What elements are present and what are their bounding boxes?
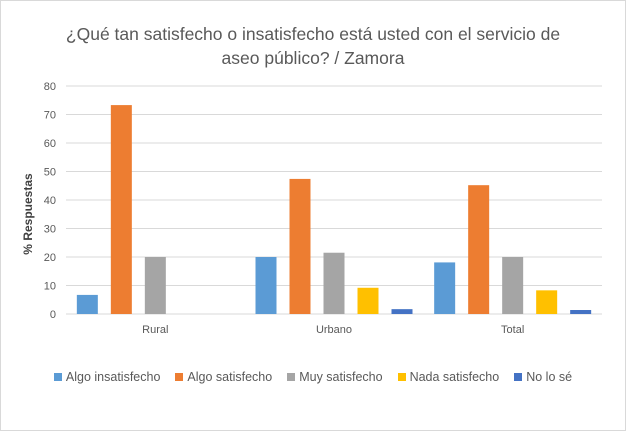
bar (468, 185, 490, 314)
bar (434, 262, 456, 314)
y-tick-label: 60 (44, 138, 56, 150)
bar (255, 257, 277, 314)
chart-title-line-2: aseo público? / Zamora (221, 48, 405, 68)
legend-item: Muy satisfecho (287, 370, 383, 384)
bar (323, 252, 345, 314)
bar (110, 105, 132, 314)
bar (570, 310, 592, 314)
bar (357, 287, 379, 314)
chart-title-line-1: ¿Qué tan satisfecho o insatisfecho está … (65, 24, 561, 44)
legend-label: Algo satisfecho (187, 370, 273, 384)
y-tick-label: 70 (44, 110, 56, 122)
legend-label: No lo sé (526, 370, 573, 384)
legend-label: Algo insatisfecho (65, 370, 161, 384)
bar (144, 257, 166, 314)
chart-legend: Algo insatisfecho Algo satisfecho Muy sati… (0, 370, 626, 384)
y-tick-label: 30 (44, 224, 56, 236)
legend-label: Nada satisfecho (409, 370, 500, 384)
legend-swatch (53, 373, 62, 381)
legend-label: Muy satisfecho (299, 370, 383, 384)
legend-item: Algo satisfecho (175, 370, 272, 384)
legend-swatch (397, 373, 406, 381)
y-tick-label: 10 (44, 281, 56, 293)
legend-swatch (287, 373, 296, 381)
legend-swatch (175, 373, 184, 381)
bar (391, 309, 413, 314)
legend-item: Nada satisfecho (397, 370, 500, 384)
legend-swatch (514, 373, 523, 381)
bar (502, 257, 524, 314)
bar (76, 294, 98, 314)
bar (536, 290, 558, 314)
y-tick-label: 0 (50, 309, 56, 321)
bar (289, 178, 311, 314)
y-tick-label: 20 (44, 252, 56, 264)
chart-title: ¿Qué tan satisfecho o insatisfecho está … (40, 22, 586, 70)
x-tick-label: Rural (142, 324, 168, 336)
y-tick-label: 80 (44, 81, 56, 93)
legend-item: No lo sé (514, 370, 572, 384)
y-tick-label: 40 (44, 195, 56, 207)
x-tick-label: Urbano (316, 324, 352, 336)
x-tick-label: Total (501, 324, 524, 336)
y-tick-label: 50 (44, 167, 56, 179)
legend-item: Algo insatisfecho (53, 370, 161, 384)
